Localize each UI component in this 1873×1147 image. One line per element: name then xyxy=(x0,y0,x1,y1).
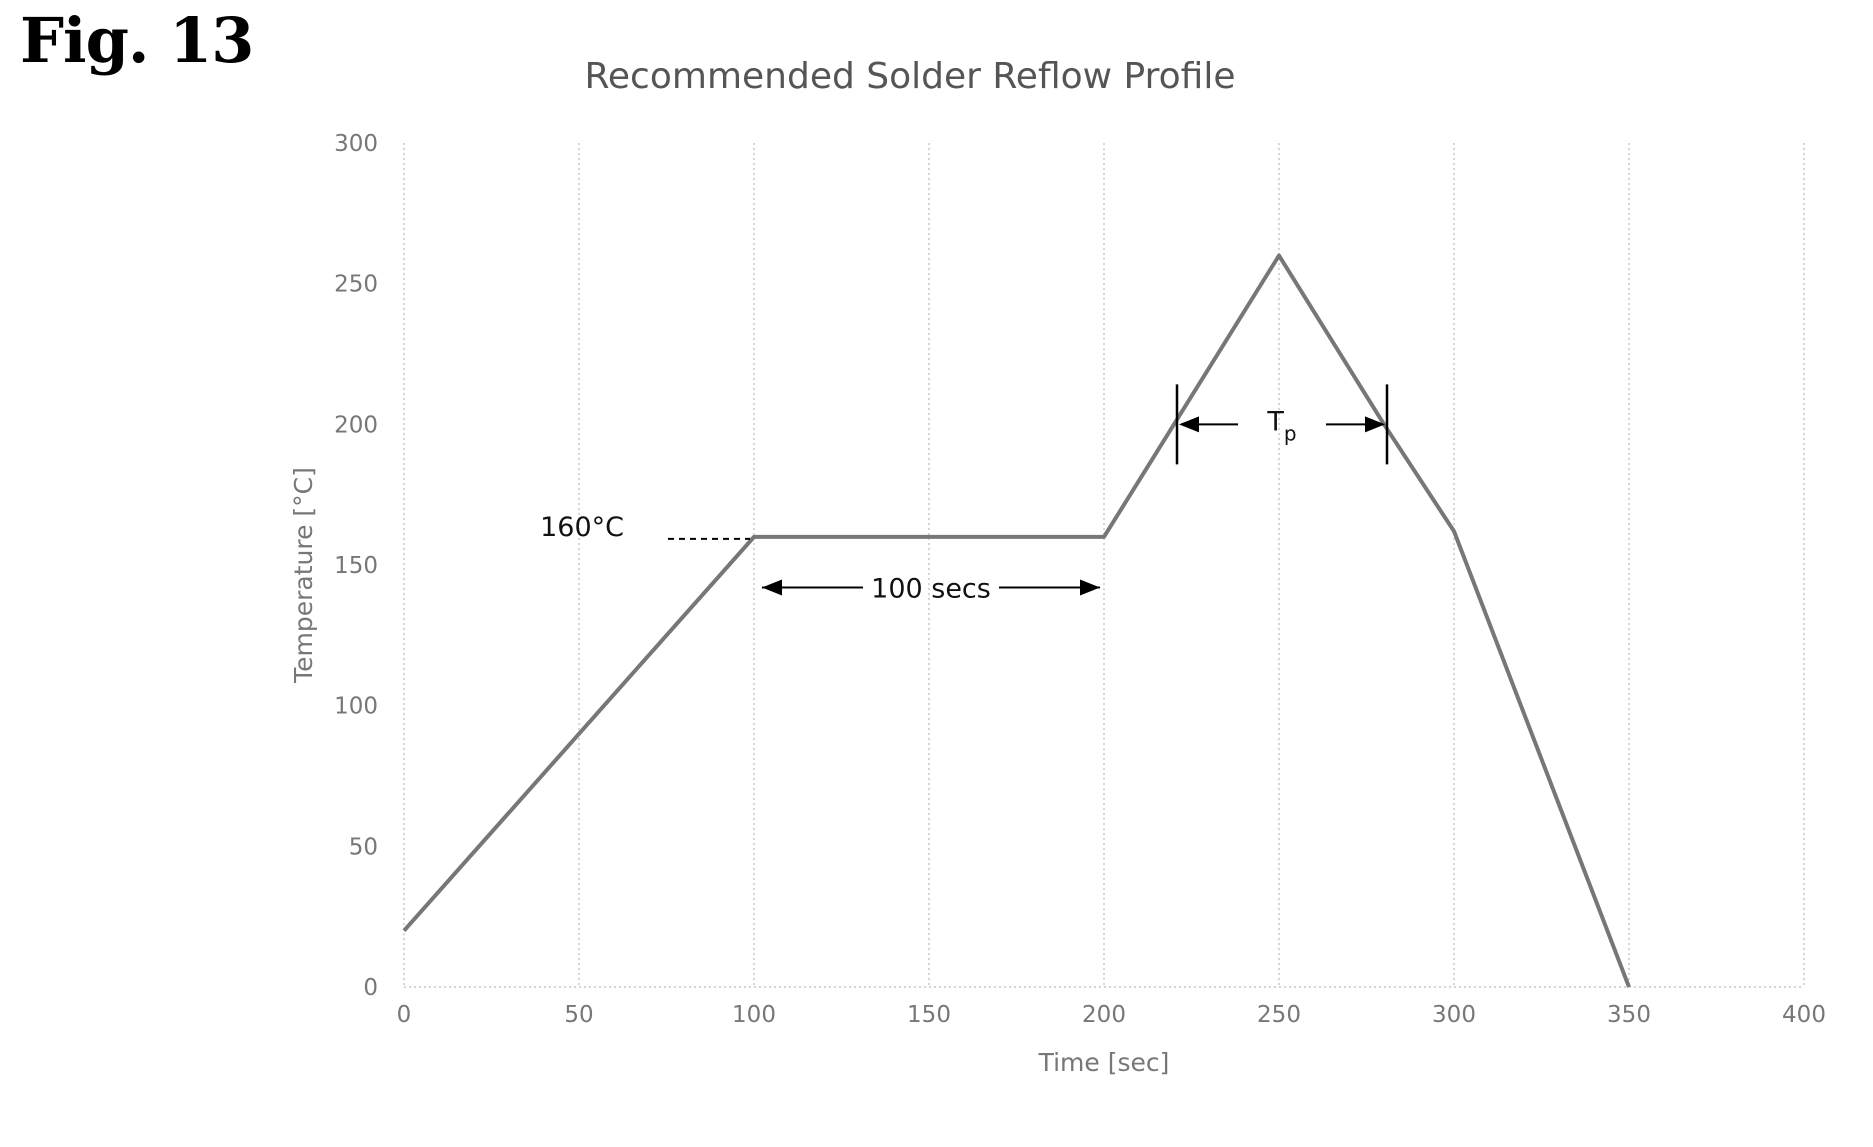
y-tick-label: 0 xyxy=(363,975,378,1001)
peak-window-subscript: p xyxy=(1284,421,1297,445)
x-axis-label: Time [sec] xyxy=(1038,1048,1170,1077)
y-tick-label: 100 xyxy=(334,694,378,720)
y-tick-label: 300 xyxy=(334,131,378,157)
annotations: 160°C 100 secs Tp xyxy=(540,384,1389,605)
soak-temp-label: 160°C xyxy=(540,512,624,543)
x-tick-label: 200 xyxy=(1082,1002,1126,1028)
y-tick-label: 250 xyxy=(334,272,378,298)
series-line-0 xyxy=(402,253,1631,988)
soak-arrow-right-head xyxy=(1080,579,1100,596)
x-tick-label: 50 xyxy=(564,1002,593,1028)
x-tick-label: 400 xyxy=(1782,1002,1826,1028)
peak-arrow-right-head xyxy=(1365,416,1385,433)
peak-arrow-left-head xyxy=(1179,416,1199,433)
soak-arrow-left-head xyxy=(762,579,782,596)
x-tick-label: 250 xyxy=(1257,1002,1301,1028)
x-tick-label: 150 xyxy=(907,1002,951,1028)
chart-title: Recommended Solder Reflow Profile xyxy=(585,56,1236,97)
figure-label: Fig. 13 xyxy=(20,4,254,77)
y-axis-label: Temperature [°C] xyxy=(289,467,318,684)
series xyxy=(402,253,1631,988)
peak-window-label: Tp xyxy=(1266,406,1296,445)
y-tick-label: 50 xyxy=(349,834,378,860)
peak-window-main: T xyxy=(1266,406,1284,437)
soak-duration-label: 100 secs xyxy=(871,574,991,605)
tick-labels: 0 50 100 150 200 250 300 350 400 0 50 100 150 200 250 3… xyxy=(334,131,1826,1028)
x-tick-label: 100 xyxy=(732,1002,776,1028)
x-tick-label: 300 xyxy=(1432,1002,1476,1028)
y-tick-label: 200 xyxy=(334,412,378,438)
x-tick-label: 350 xyxy=(1607,1002,1651,1028)
y-tick-label: 150 xyxy=(334,553,378,579)
grid xyxy=(403,143,1805,988)
x-tick-label: 0 xyxy=(397,1002,412,1028)
